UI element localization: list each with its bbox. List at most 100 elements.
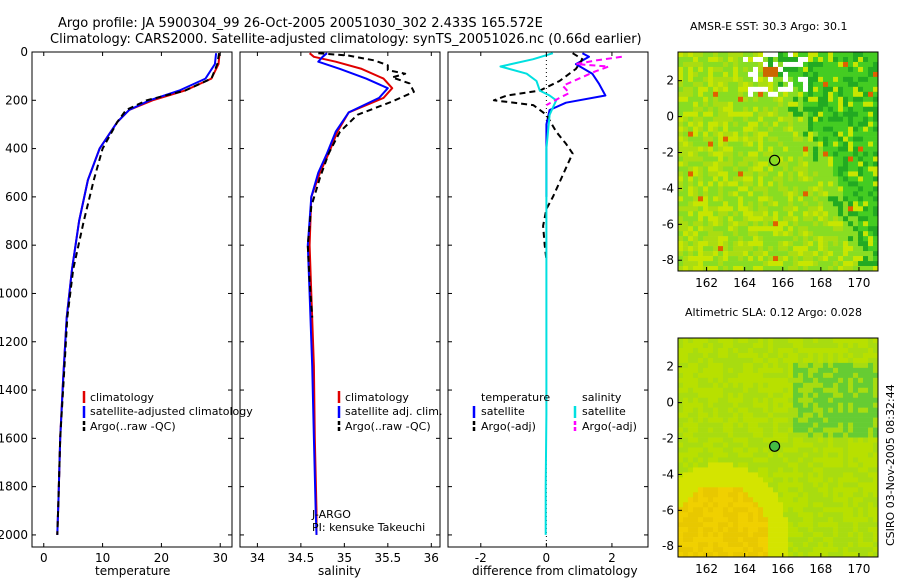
map-cell — [818, 166, 824, 172]
map-cell — [793, 512, 799, 518]
map-cell — [853, 121, 859, 127]
map-cell — [818, 427, 824, 433]
map-cell — [823, 497, 829, 503]
map-cell — [833, 161, 839, 167]
map-cell — [693, 261, 699, 267]
map-cell — [813, 96, 819, 103]
map-cell — [748, 497, 754, 503]
map-cell — [853, 412, 859, 418]
map-cell — [708, 472, 714, 478]
map-cell — [793, 61, 799, 68]
map-cell — [688, 261, 694, 267]
map-cell — [698, 191, 704, 197]
map-cell — [773, 86, 779, 93]
map-cell — [698, 196, 704, 202]
map-cell — [798, 176, 804, 182]
map-cell — [763, 437, 769, 443]
temperature-x-ticks: 0 10 20 30 — [32, 51, 232, 565]
map-cell — [868, 417, 874, 423]
map-cell — [723, 432, 729, 438]
map-cell — [758, 457, 764, 463]
map-cell — [783, 176, 789, 182]
depth-tick-label: 0 — [20, 45, 28, 59]
map-cell — [748, 407, 754, 413]
map-cell — [683, 261, 689, 267]
map-cell — [708, 206, 714, 212]
map-cell — [768, 397, 774, 404]
x-tick-label: 34.5 — [288, 551, 315, 565]
map-cell — [718, 236, 724, 242]
map-cell — [748, 116, 754, 122]
map-cell — [818, 447, 824, 453]
map-cell — [693, 256, 699, 262]
map-cell — [763, 537, 769, 543]
map-cell — [688, 171, 694, 177]
map-cell — [798, 216, 804, 222]
map-cell — [718, 231, 724, 237]
map-cell — [728, 362, 734, 369]
map-cell — [798, 492, 804, 498]
map-cell — [753, 196, 759, 202]
map-cell — [778, 236, 784, 242]
map-cell — [698, 492, 704, 498]
map-cell — [768, 347, 774, 354]
map-cell — [748, 357, 754, 364]
map-cell — [768, 136, 774, 142]
map-cell — [768, 487, 774, 493]
map-cell — [708, 552, 714, 558]
map-cell — [753, 432, 759, 438]
map-cell — [758, 382, 764, 389]
map-cell — [693, 76, 699, 83]
map-cell — [828, 96, 834, 103]
map-cell — [823, 196, 829, 202]
map-cell — [763, 146, 769, 152]
map-cell — [708, 151, 714, 157]
map-cell — [773, 241, 779, 247]
map-cell — [758, 347, 764, 354]
map-cell — [808, 497, 814, 503]
map-cell — [843, 131, 849, 137]
map-cell — [853, 141, 859, 147]
map-cell — [738, 186, 744, 192]
map-cell — [693, 91, 699, 98]
map-cell — [808, 96, 814, 103]
map-cell — [823, 156, 829, 162]
map-cell — [708, 422, 714, 428]
map-cell — [703, 347, 709, 354]
map-cell — [728, 422, 734, 428]
map-cell — [748, 181, 754, 187]
map-cell — [858, 542, 864, 548]
map-cell — [783, 407, 789, 413]
map-cell — [873, 156, 879, 162]
map-cell — [733, 417, 739, 423]
map-cell — [718, 547, 724, 553]
map-cell — [778, 136, 784, 142]
map-cell — [813, 417, 819, 423]
legend-label-climatology: climatology — [345, 391, 409, 404]
map-cell — [863, 186, 869, 192]
map-cell — [838, 221, 844, 227]
map-cell — [718, 377, 724, 384]
map-cell — [843, 266, 849, 272]
map-cell — [748, 542, 754, 548]
x-tick-label: 30 — [213, 551, 228, 565]
map-cell — [843, 462, 849, 468]
map-cell — [868, 537, 874, 543]
map-cell — [758, 477, 764, 483]
map-cell — [703, 452, 709, 458]
map-cell — [688, 136, 694, 142]
map-cell — [808, 437, 814, 443]
map-cell — [768, 256, 774, 262]
map-cell — [818, 86, 824, 93]
map-cell — [718, 372, 724, 379]
map-cell — [783, 552, 789, 558]
map-cell — [748, 266, 754, 272]
map-cell — [713, 181, 719, 187]
map-cell — [768, 392, 774, 399]
map-cell — [758, 141, 764, 147]
map-cell — [823, 537, 829, 543]
map-cell — [808, 196, 814, 202]
map-cell — [798, 231, 804, 237]
map-cell — [763, 382, 769, 389]
map-cell — [743, 181, 749, 187]
